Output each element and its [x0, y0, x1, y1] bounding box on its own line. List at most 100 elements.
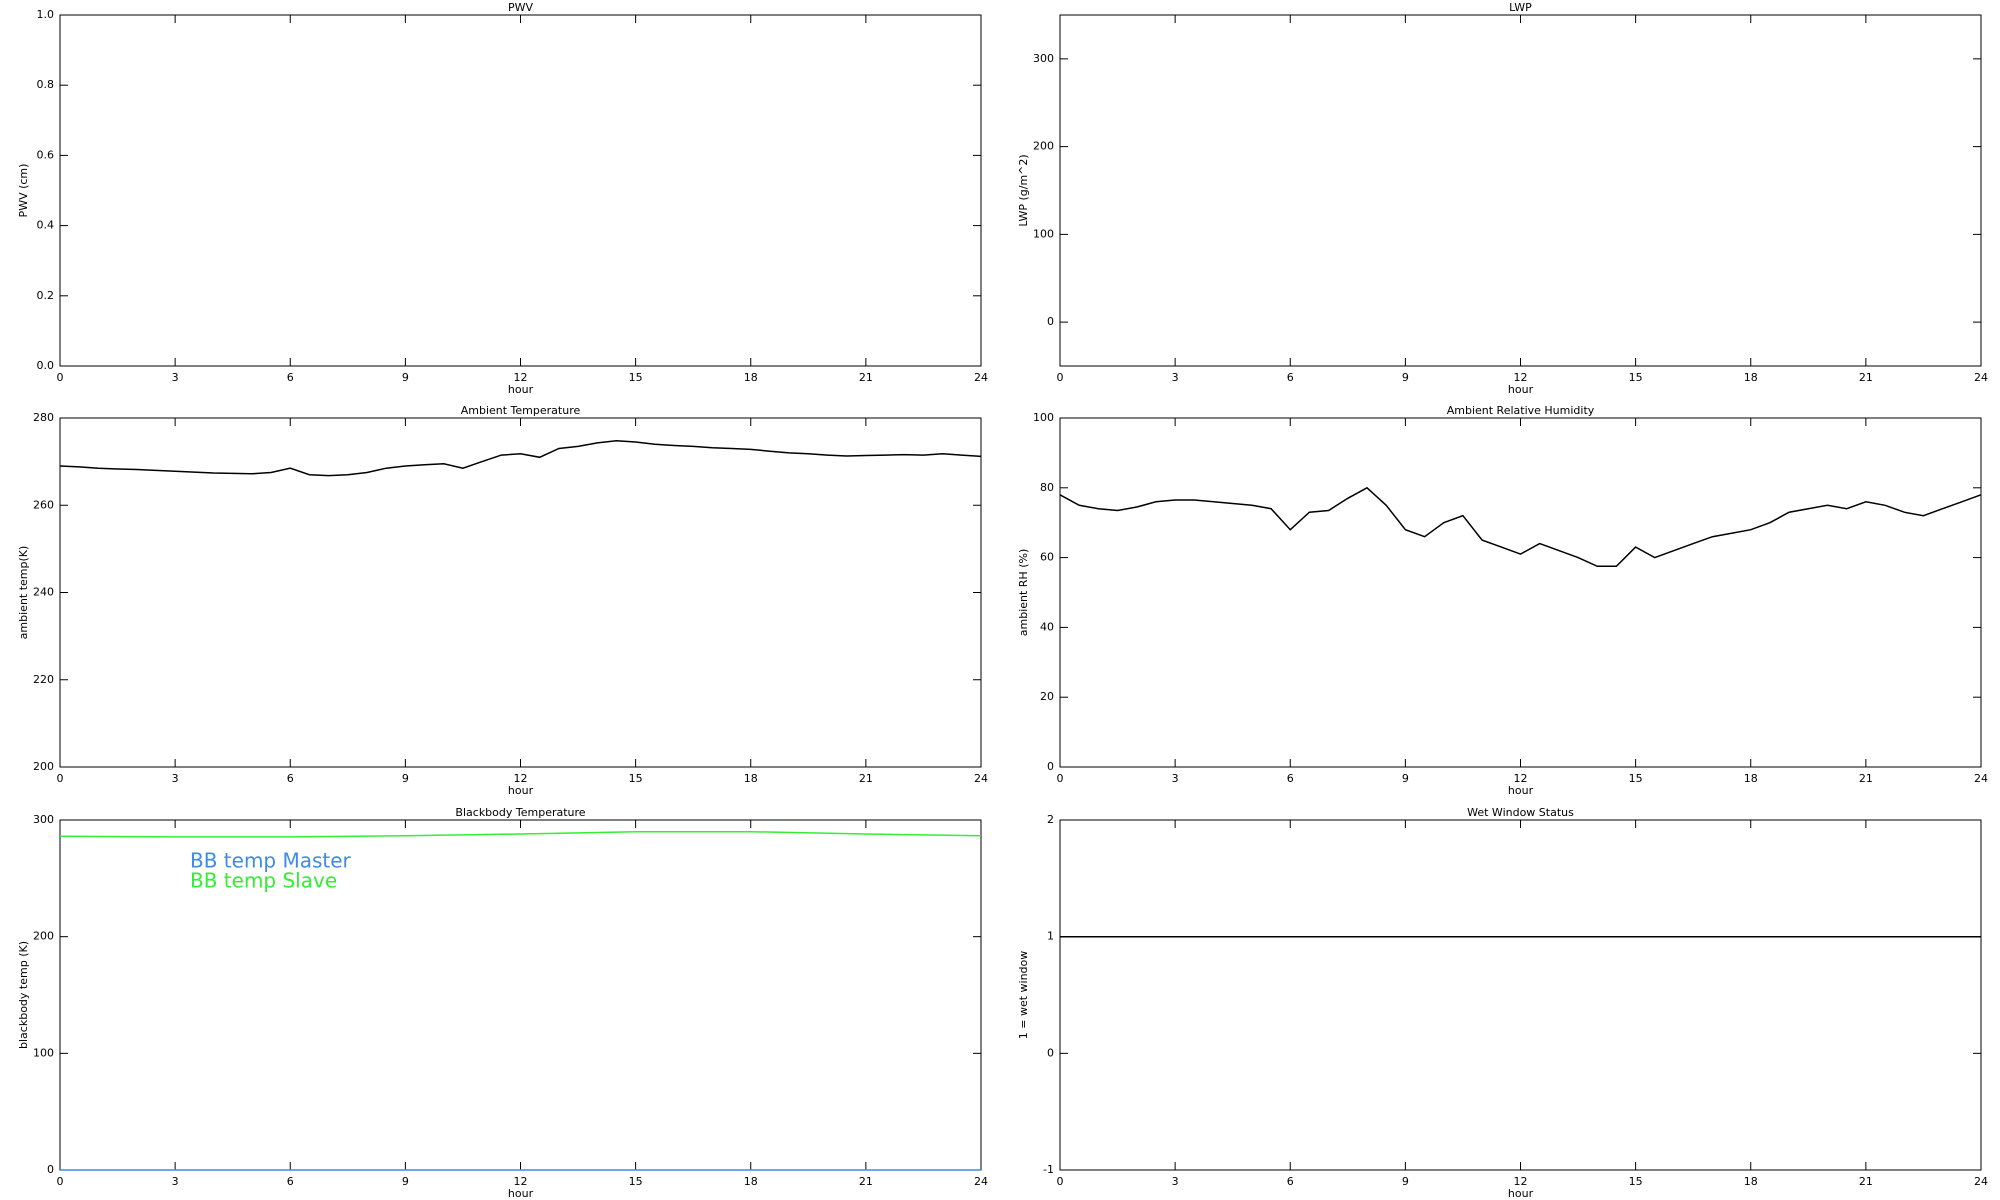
x-tick-label: 21	[859, 371, 873, 384]
y-axis-label: ambient RH (%)	[1017, 549, 1030, 637]
y-tick-label: 80	[1040, 481, 1054, 494]
x-tick-label: 6	[287, 1175, 294, 1188]
y-tick-label: 60	[1040, 551, 1054, 564]
y-tick-label: 200	[33, 760, 54, 773]
data-line	[59, 830, 982, 838]
x-axis-label: hour	[1508, 784, 1534, 797]
y-tick-label: 200	[33, 930, 54, 943]
plot-frame	[1059, 14, 1982, 367]
y-tick-label: 40	[1040, 620, 1054, 633]
y-tick-label: 100	[1033, 227, 1054, 240]
x-tick-label: 3	[1172, 371, 1179, 384]
x-tick-label: 24	[1974, 772, 1988, 785]
y-tick-label: 0	[1047, 1046, 1054, 1059]
x-tick-label: 18	[744, 1175, 758, 1188]
legend-entry: BB temp Slave	[190, 869, 337, 893]
x-tick-label: 3	[1172, 1175, 1179, 1188]
x-tick-label: 3	[172, 1175, 179, 1188]
chart-title: PWV	[508, 1, 534, 14]
y-tick-label: 100	[33, 1046, 54, 1059]
x-tick-label: 24	[974, 1175, 988, 1188]
x-tick-label: 15	[629, 371, 643, 384]
plot-frame	[1059, 819, 1982, 1171]
y-tick-label: 2	[1047, 813, 1054, 826]
x-tick-label: 12	[514, 371, 528, 384]
data-line	[1059, 486, 1982, 568]
x-axis-label: hour	[1508, 1187, 1534, 1200]
y-tick-label: 0	[1047, 315, 1054, 328]
y-tick-label: 220	[33, 673, 54, 686]
legend-entry: BB temp Master	[190, 849, 352, 873]
y-tick-label: 1	[1047, 930, 1054, 943]
x-tick-label: 12	[514, 772, 528, 785]
plot-frame	[1059, 417, 1982, 768]
x-tick-label: 9	[1402, 371, 1409, 384]
data-line	[59, 439, 982, 477]
y-tick-label: 260	[33, 498, 54, 511]
x-tick-label: 24	[1974, 1175, 1988, 1188]
x-tick-label: 3	[172, 772, 179, 785]
y-tick-label: 280	[33, 411, 54, 424]
y-tick-label: 300	[33, 813, 54, 826]
y-tick-label: 100	[1033, 411, 1054, 424]
x-tick-label: 9	[402, 371, 409, 384]
x-axis-label: hour	[508, 383, 534, 396]
x-tick-label: 18	[1744, 772, 1758, 785]
y-tick-label: 20	[1040, 690, 1054, 703]
y-tick-label: -1	[1043, 1163, 1054, 1176]
plot-frame	[59, 417, 982, 768]
y-axis-label: ambient temp(K)	[17, 546, 30, 640]
x-axis-label: hour	[508, 784, 534, 797]
x-axis-label: hour	[1508, 383, 1534, 396]
x-tick-label: 24	[974, 772, 988, 785]
y-tick-label: 240	[33, 586, 54, 599]
x-tick-label: 9	[1402, 772, 1409, 785]
x-tick-label: 12	[1514, 772, 1528, 785]
x-tick-label: 6	[287, 371, 294, 384]
y-tick-label: 0.2	[37, 289, 55, 302]
x-tick-label: 12	[1514, 1175, 1528, 1188]
x-tick-label: 18	[744, 772, 758, 785]
y-tick-label: 0	[1047, 760, 1054, 773]
x-tick-label: 12	[1514, 371, 1528, 384]
y-tick-label: 200	[1033, 140, 1054, 153]
x-tick-label: 9	[402, 1175, 409, 1188]
x-tick-label: 9	[402, 772, 409, 785]
x-tick-label: 21	[859, 1175, 873, 1188]
x-tick-label: 21	[859, 772, 873, 785]
x-tick-label: 24	[1974, 371, 1988, 384]
chart-title: Ambient Relative Humidity	[1447, 404, 1595, 417]
x-axis-label: hour	[508, 1187, 534, 1200]
x-tick-label: 6	[1287, 371, 1294, 384]
x-tick-label: 9	[1402, 1175, 1409, 1188]
x-tick-label: 21	[1859, 371, 1873, 384]
x-tick-label: 0	[57, 1175, 64, 1188]
x-tick-label: 3	[172, 371, 179, 384]
x-tick-label: 3	[1172, 772, 1179, 785]
y-axis-label: PWV (cm)	[17, 164, 30, 218]
y-tick-label: 300	[1033, 52, 1054, 65]
x-tick-label: 0	[57, 772, 64, 785]
x-tick-label: 15	[629, 1175, 643, 1188]
chart-title: LWP	[1509, 1, 1532, 14]
x-tick-label: 18	[1744, 1175, 1758, 1188]
y-axis-label: blackbody temp (K)	[17, 941, 30, 1049]
x-tick-label: 21	[1859, 772, 1873, 785]
y-tick-label: 0.4	[37, 219, 55, 232]
chart-title: Ambient Temperature	[461, 404, 581, 417]
x-tick-label: 6	[287, 772, 294, 785]
x-tick-label: 18	[744, 371, 758, 384]
x-tick-label: 0	[57, 371, 64, 384]
chart-title: Wet Window Status	[1467, 806, 1574, 819]
y-tick-label: 0.0	[37, 359, 55, 372]
x-tick-label: 6	[1287, 772, 1294, 785]
plot-frame	[59, 14, 982, 367]
x-tick-label: 24	[974, 371, 988, 384]
y-axis-label: 1 = wet window	[1017, 951, 1030, 1040]
x-tick-label: 0	[1057, 1175, 1064, 1188]
x-tick-label: 0	[1057, 772, 1064, 785]
y-tick-label: 0	[47, 1163, 54, 1176]
x-tick-label: 18	[1744, 371, 1758, 384]
